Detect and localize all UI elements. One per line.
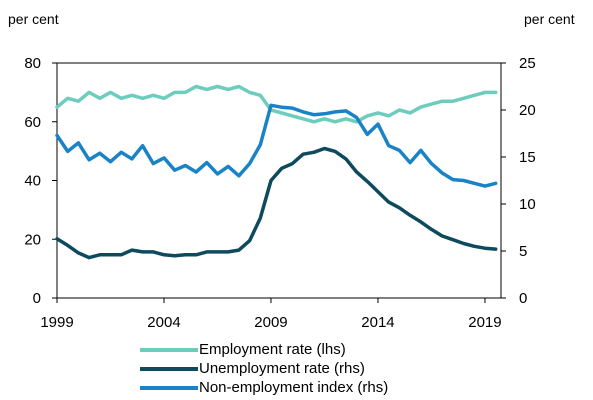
left-axis-tick-label: 80 (24, 55, 41, 72)
right-axis-tick-label: 10 (519, 196, 536, 213)
x-axis-tick-label: 2004 (147, 314, 180, 331)
employment-rate-line (55, 84, 498, 124)
right-axis-tick-label: 25 (519, 55, 536, 72)
unemployment-rate-line (55, 146, 498, 260)
legend-item-unemployment-rate: Unemployment rate (rhs) (140, 359, 460, 379)
legend-swatch-non-employment-index (140, 386, 198, 390)
x-axis-tick-label: 2009 (254, 314, 287, 331)
series-lines (55, 84, 498, 260)
left-axis-unit-label: per cent (8, 11, 59, 27)
right-axis-tick-label: 20 (519, 102, 536, 119)
left-axis-tick-label: 60 (24, 114, 41, 131)
x-axis-tick-label: 1999 (40, 314, 73, 331)
legend-label-unemployment-rate: Unemployment rate (rhs) (199, 360, 365, 377)
legend-item-employment-rate: Employment rate (lhs) (140, 340, 460, 360)
x-axis-tick-label: 2014 (361, 314, 394, 331)
chart: 0 20 40 60 80 0 5 10 15 20 25 1999 2004 2009 2014 2019 (24, 55, 535, 331)
legend-label-employment-rate: Employment rate (lhs) (199, 341, 346, 358)
legend-item-non-employment-index: Non-employment index (rhs) (140, 378, 460, 398)
axis-ticks: 0 20 40 60 80 0 5 10 15 20 25 1999 2004 2009 2014 2019 (24, 55, 535, 331)
legend-swatch-employment-rate (140, 348, 198, 352)
right-axis-unit-label: per cent (524, 11, 575, 27)
left-axis-tick-label: 0 (33, 290, 41, 307)
right-axis-tick-label: 0 (519, 290, 527, 307)
legend-swatch-unemployment-rate (140, 367, 198, 371)
left-axis-tick-label: 20 (24, 231, 41, 248)
non-employment-index-line (55, 103, 498, 188)
right-axis-tick-label: 15 (519, 149, 536, 166)
left-axis-tick-label: 40 (24, 173, 41, 190)
legend-label-non-employment-index: Non-employment index (rhs) (199, 379, 389, 396)
x-axis-tick-label: 2019 (468, 314, 501, 331)
right-axis-tick-label: 5 (519, 243, 527, 260)
